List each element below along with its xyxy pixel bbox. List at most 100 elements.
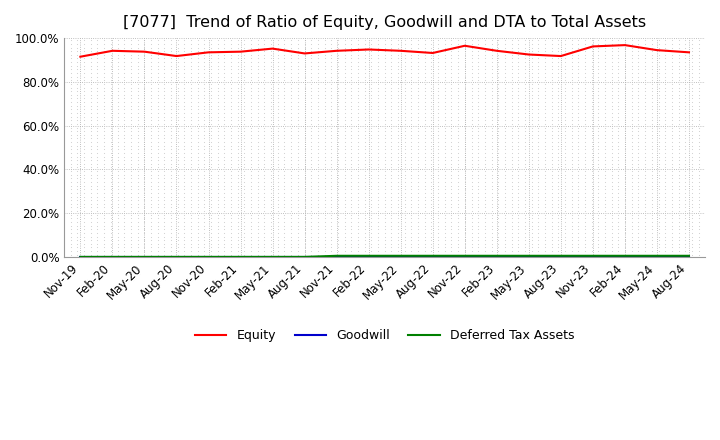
Point <box>533 102 544 109</box>
Point <box>199 66 210 73</box>
Point <box>466 164 477 171</box>
Point <box>105 59 117 66</box>
Point <box>499 200 510 207</box>
Point <box>486 99 498 106</box>
Point <box>305 237 317 244</box>
Point <box>419 77 431 84</box>
Point <box>99 88 110 95</box>
Point <box>566 222 577 229</box>
Point <box>372 153 384 160</box>
Point <box>426 73 437 80</box>
Point <box>646 208 657 215</box>
Point <box>258 131 270 138</box>
Point <box>513 99 524 106</box>
Point <box>479 73 490 80</box>
Point <box>419 48 431 55</box>
Point <box>366 204 377 211</box>
Point <box>519 117 531 124</box>
Point <box>513 102 524 109</box>
Point <box>613 102 624 109</box>
Point <box>91 160 103 167</box>
Deferred Tax Assets <box>461 253 469 258</box>
Point <box>526 59 537 66</box>
Point <box>680 62 691 69</box>
Point <box>85 146 96 153</box>
Point <box>686 55 698 62</box>
Point <box>258 102 270 109</box>
Point <box>352 44 364 51</box>
Point <box>526 99 537 106</box>
Point <box>185 117 197 124</box>
Point <box>339 73 351 80</box>
Point <box>99 131 110 138</box>
Point <box>152 146 163 153</box>
Point <box>633 70 644 77</box>
Point <box>379 208 390 215</box>
Point <box>593 55 604 62</box>
Point <box>158 77 170 84</box>
Point <box>165 102 176 109</box>
Point <box>238 153 250 160</box>
Point <box>613 66 624 73</box>
Point <box>533 171 544 178</box>
Point <box>666 131 678 138</box>
Point <box>112 121 123 128</box>
Point <box>145 99 157 106</box>
Point <box>599 164 611 171</box>
Point <box>439 66 451 73</box>
Point <box>633 124 644 131</box>
Point <box>506 208 518 215</box>
Point <box>346 197 357 204</box>
Point <box>499 91 510 98</box>
Point <box>693 117 704 124</box>
Point <box>613 157 624 164</box>
Point <box>105 95 117 102</box>
Point <box>586 44 598 51</box>
Point <box>593 135 604 142</box>
Point <box>660 219 671 226</box>
Point <box>426 121 437 128</box>
Point <box>606 175 618 182</box>
Point <box>580 113 591 120</box>
Point <box>319 135 330 142</box>
Point <box>112 182 123 189</box>
Point <box>426 240 437 247</box>
Point <box>232 208 243 215</box>
Point <box>446 193 457 200</box>
Point <box>238 84 250 91</box>
Point <box>305 59 317 66</box>
Point <box>292 62 304 69</box>
Point <box>112 106 123 113</box>
Point <box>680 91 691 98</box>
Point <box>359 128 370 135</box>
Point <box>613 175 624 182</box>
Point <box>619 124 631 131</box>
Point <box>432 73 444 80</box>
Point <box>85 211 96 218</box>
Point <box>346 244 357 251</box>
Point <box>513 37 524 44</box>
Point <box>626 226 638 233</box>
Point <box>660 193 671 200</box>
Point <box>219 91 230 98</box>
Point <box>85 135 96 142</box>
Point <box>172 113 184 120</box>
Point <box>399 128 410 135</box>
Point <box>472 153 484 160</box>
Point <box>533 110 544 117</box>
Point <box>199 219 210 226</box>
Point <box>199 240 210 247</box>
Point <box>305 135 317 142</box>
Point <box>285 164 297 171</box>
Point <box>165 215 176 222</box>
Point <box>299 248 310 255</box>
Point <box>492 106 504 113</box>
Point <box>299 189 310 196</box>
Point <box>672 189 684 196</box>
Point <box>439 211 451 218</box>
Point <box>499 229 510 236</box>
Point <box>680 240 691 247</box>
Point <box>72 233 84 240</box>
Point <box>639 208 651 215</box>
Point <box>145 153 157 160</box>
